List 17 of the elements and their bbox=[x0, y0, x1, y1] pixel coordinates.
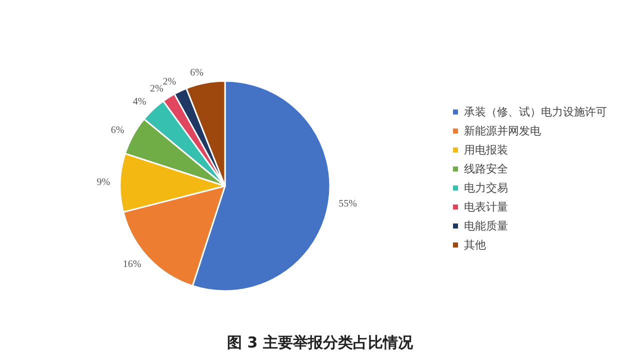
data-label: 2% bbox=[162, 76, 176, 88]
legend-label: 承装（修、试）电力设施许可 bbox=[464, 106, 607, 118]
data-label: 6% bbox=[190, 68, 204, 79]
legend-label: 线路安全 bbox=[464, 162, 508, 176]
legend-label: 电力交易 bbox=[464, 182, 508, 194]
legend-label: 电表计量 bbox=[464, 200, 508, 214]
data-label: 9% bbox=[96, 176, 110, 188]
data-label: 55% bbox=[338, 198, 357, 210]
data-label: 4% bbox=[132, 96, 146, 108]
data-label: 2% bbox=[150, 83, 164, 94]
legend-label: 电能质量 bbox=[464, 220, 508, 232]
legend-label: 用电报装 bbox=[464, 144, 508, 156]
legend-label: 新能源并网发电 bbox=[464, 124, 541, 138]
data-label: 16% bbox=[122, 259, 142, 270]
legend-label: 其他 bbox=[464, 238, 486, 252]
text: 图 3 主要举报分类占比情况 bbox=[227, 334, 414, 352]
data-label: 6% bbox=[110, 125, 124, 136]
